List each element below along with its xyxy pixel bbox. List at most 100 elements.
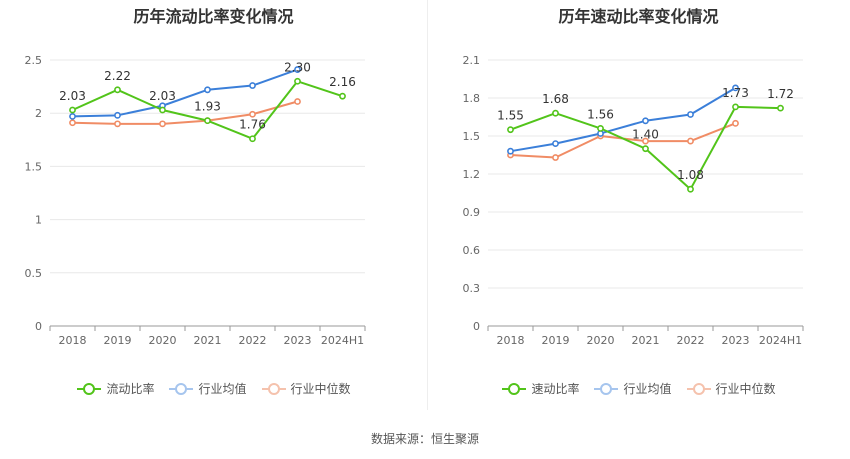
x-tick-label: 2022 (239, 334, 267, 347)
x-tick-label: 2020 (149, 334, 177, 347)
data-point (552, 140, 559, 147)
data-point (114, 111, 121, 119)
data-point (159, 106, 166, 114)
y-tick-label: 0.9 (463, 206, 481, 219)
x-tick-label: 2024H1 (321, 334, 364, 347)
y-tick-label: 1.5 (463, 130, 481, 143)
x-tick-label: 2021 (632, 334, 660, 347)
legend-label: 行业中位数 (715, 382, 776, 396)
y-tick-label: 2.1 (463, 54, 481, 67)
data-point (69, 112, 76, 120)
data-point (114, 86, 121, 94)
y-tick-label: 0 (35, 320, 42, 333)
data-point (687, 111, 694, 118)
data-point (249, 82, 256, 89)
data-point (732, 119, 739, 127)
data-label: 2.30 (284, 60, 311, 74)
x-tick-label: 2020 (587, 334, 615, 347)
data-point (687, 137, 694, 145)
data-point (204, 117, 211, 125)
legend-item-industry-median[interactable]: 行业中位数 (261, 380, 351, 397)
current-ratio-plot: 0 0.5 1 1.5 2 2.5 2018 2019 2020 2021 2022 2023 2024… (25, 54, 366, 347)
data-label: 2.22 (104, 69, 131, 83)
data-label: 1.73 (722, 86, 749, 100)
x-tick-label: 2019 (542, 334, 570, 347)
y-tick-label: 1.5 (25, 160, 43, 173)
x-tick-label: 2019 (104, 334, 132, 347)
line-marker-icon (261, 382, 286, 395)
x-tick-label: 2023 (284, 334, 312, 347)
line-marker-icon (594, 382, 619, 395)
data-point (339, 92, 346, 100)
panel-divider (427, 0, 428, 410)
data-point (69, 106, 76, 114)
data-point (507, 147, 514, 155)
x-tick-label: 2021 (194, 334, 222, 347)
data-point (687, 185, 694, 193)
legend-item-current-ratio[interactable]: 流动比率 (76, 380, 154, 397)
quick-ratio-plot: 0 0.3 0.6 0.9 1.2 1.5 1.8 2.1 2018 2019 2020 2021 20… (463, 54, 804, 347)
quick-ratio-chart: 历年速动比率变化情况 0 0.3 0.6 0.9 1.2 1.5 1.8 2.1 2018 201… (427, 0, 850, 410)
y-tick-label: 2 (35, 107, 42, 120)
legend: 速动比率 行业均值 行业中位数 (427, 380, 850, 397)
y-tick-label: 1.2 (463, 168, 481, 181)
series-line (72, 100, 298, 125)
data-point (552, 109, 559, 117)
data-point (69, 119, 76, 127)
data-point (732, 84, 739, 92)
data-point (642, 137, 649, 145)
data-point (642, 117, 649, 125)
y-tick-label: 0 (473, 320, 480, 333)
data-label: 1.56 (587, 107, 614, 121)
legend-label: 流动比率 (106, 382, 155, 396)
data-point (777, 104, 784, 112)
legend: 流动比率 行业均值 行业中位数 (0, 380, 427, 397)
data-point (249, 135, 256, 143)
data-source: 数据来源：恒生聚源 (370, 432, 479, 446)
y-tick-label: 0.5 (25, 267, 43, 280)
x-tick-label: 2023 (722, 334, 750, 347)
y-tick-label: 0.6 (463, 244, 481, 257)
legend-item-industry-avg[interactable]: 行业均值 (168, 380, 247, 397)
data-point (294, 98, 301, 105)
data-label: 1.08 (677, 168, 704, 182)
data-point (597, 124, 604, 132)
legend-label: 行业均值 (198, 382, 247, 396)
data-point (294, 77, 301, 85)
y-tick-label: 1 (35, 214, 42, 227)
data-point (204, 86, 211, 94)
legend-label: 速动比率 (531, 382, 580, 396)
data-label: 2.03 (59, 89, 86, 103)
data-point (642, 145, 649, 153)
current-ratio-chart: 历年流动比率变化情况 0 0.5 1 1.5 2 2.5 2018 2019 2020 2021 2… (0, 0, 427, 410)
series-line (72, 68, 298, 118)
chart-title: 历年流动比率变化情况 (133, 7, 294, 26)
data-label: 1.68 (542, 92, 569, 106)
legend-label: 行业中位数 (290, 382, 351, 396)
data-label: 2.03 (149, 89, 176, 103)
line-marker-icon (77, 382, 102, 395)
data-label: 1.55 (497, 109, 524, 123)
data-label: 2.16 (329, 75, 356, 89)
legend-label: 行业均值 (623, 382, 672, 396)
y-tick-label: 0.3 (463, 282, 481, 295)
legend-item-quick-ratio[interactable]: 速动比率 (501, 380, 579, 397)
x-tick-label: 2018 (497, 334, 525, 347)
legend-item-industry-avg[interactable]: 行业均值 (593, 380, 672, 397)
data-label: 1.72 (767, 87, 794, 101)
data-point (507, 126, 514, 134)
chart-title: 历年速动比率变化情况 (558, 7, 719, 26)
legend-item-industry-median[interactable]: 行业中位数 (686, 380, 776, 397)
data-label: 1.76 (239, 118, 266, 132)
series-line (510, 122, 736, 159)
data-point (552, 154, 559, 161)
line-marker-icon (686, 382, 711, 395)
x-tick-label: 2024H1 (759, 334, 802, 347)
data-label: 1.40 (632, 128, 659, 142)
data-point (294, 66, 301, 73)
data-point (732, 103, 739, 111)
y-tick-label: 1.8 (463, 92, 481, 105)
x-tick-label: 2018 (59, 334, 87, 347)
series-line (510, 87, 737, 153)
line-marker-icon (169, 382, 194, 395)
